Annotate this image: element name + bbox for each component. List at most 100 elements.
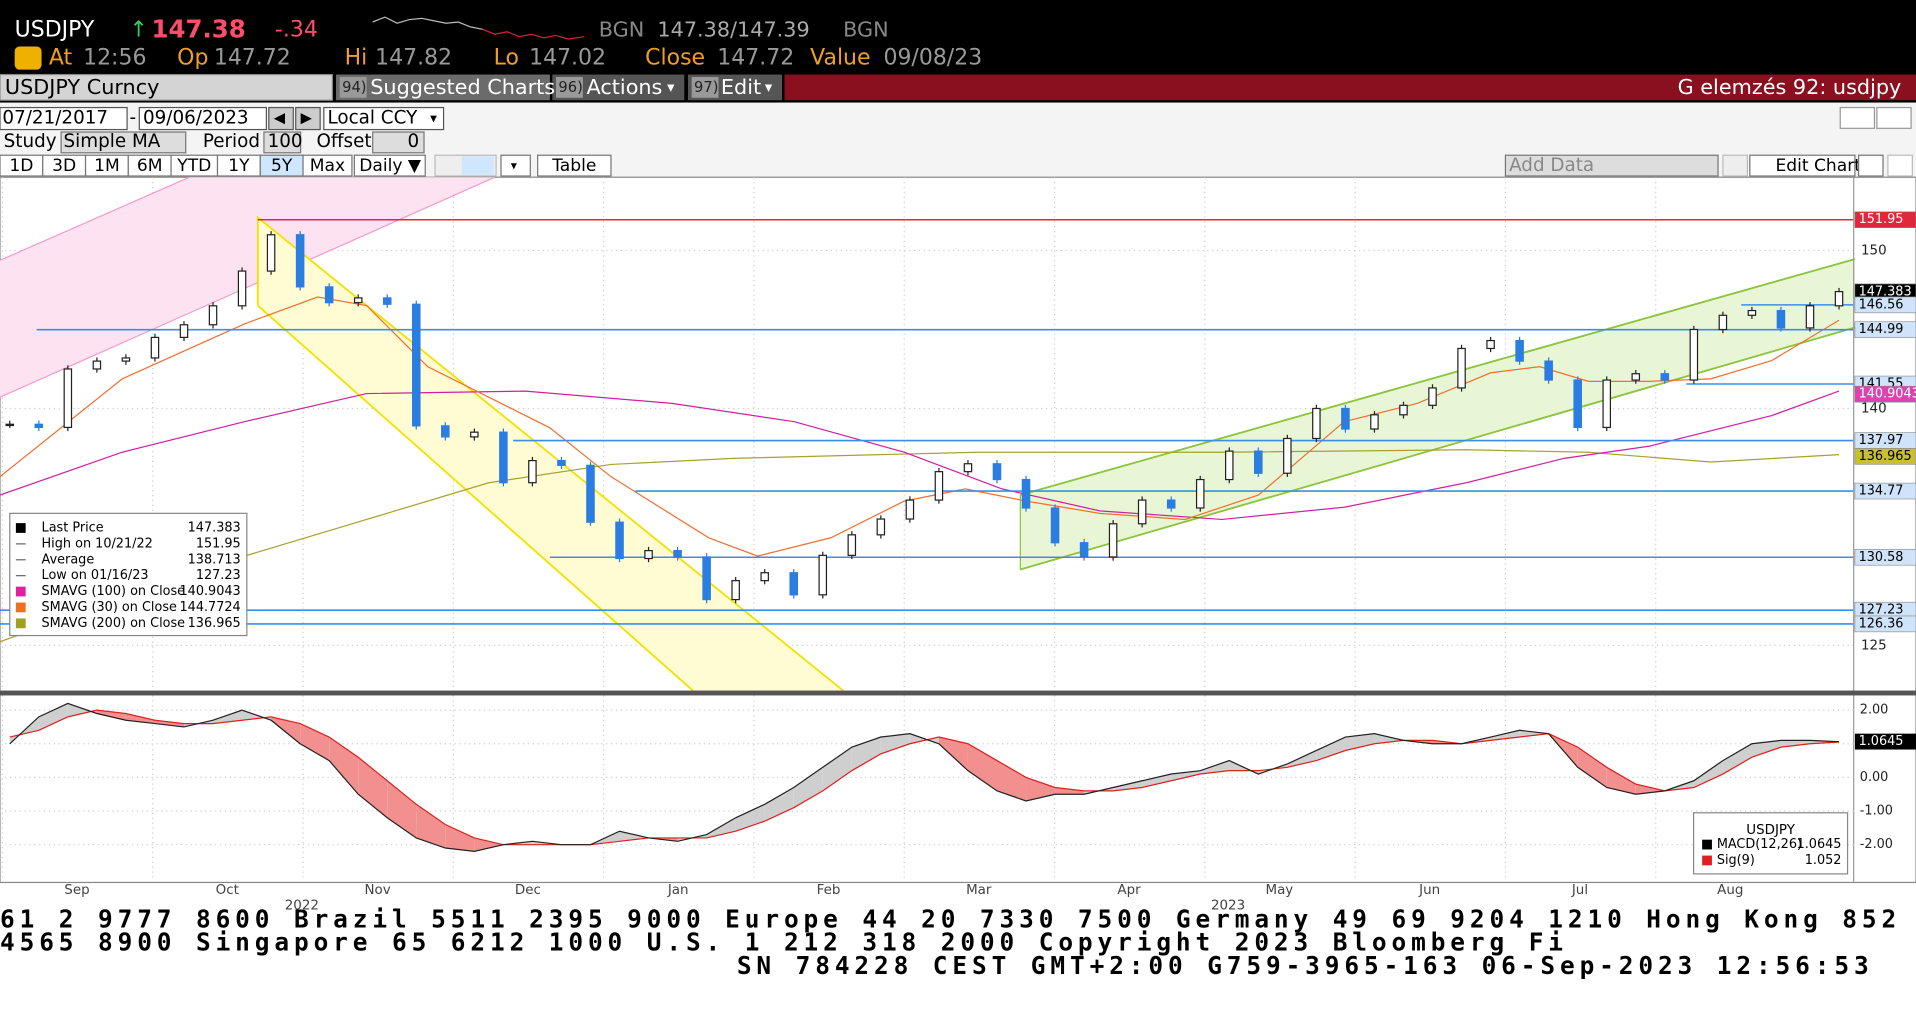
range-button[interactable] (302, 154, 353, 177)
period-box[interactable] (263, 131, 302, 154)
last-label-bg (1854, 733, 1916, 750)
add-data-box[interactable] (1504, 154, 1719, 177)
tick-arrow: ↑ (130, 18, 148, 43)
macd-fill (851, 737, 881, 771)
frequency-box[interactable] (353, 154, 426, 177)
candle (1631, 373, 1641, 381)
menu-button[interactable] (336, 74, 550, 101)
icon-button[interactable] (1857, 154, 1884, 177)
macd-fill (1519, 730, 1549, 738)
month-label: Jun (1418, 883, 1440, 898)
sparkline (482, 28, 585, 40)
range-label: 3D (52, 156, 76, 176)
chart-type-dropdown[interactable] (500, 154, 531, 177)
legend-swatch (15, 586, 26, 597)
menu-label: Edit (721, 75, 761, 99)
candle (411, 303, 421, 427)
legend-box (9, 512, 248, 637)
candle (1544, 360, 1553, 381)
security-box[interactable] (0, 73, 333, 101)
candle (644, 550, 653, 560)
redo-button[interactable] (1876, 106, 1912, 129)
settings-button[interactable] (1887, 154, 1913, 177)
study-box[interactable] (60, 131, 187, 154)
macd-fill (1606, 767, 1636, 795)
macd-fill (1722, 743, 1752, 775)
nav-icon: ◀ (274, 110, 286, 127)
chart-type-button[interactable] (461, 156, 494, 175)
candle (1341, 407, 1350, 430)
candle (1079, 542, 1089, 558)
macd-fill (996, 760, 1027, 801)
month-label: May (1265, 883, 1293, 898)
y-tick-label: -2.00 (1860, 837, 1893, 852)
level-label: 146.56 (1859, 297, 1904, 312)
year-label: 2022 (285, 899, 319, 914)
edit-chart-button[interactable] (1749, 154, 1856, 177)
nav-forward[interactable] (295, 106, 321, 131)
undo-button[interactable] (1839, 106, 1876, 129)
legend-value: 138.713 (188, 552, 241, 567)
page-title: G elemzés 92: usdjpy (1678, 75, 1902, 99)
footer-line: SN 784228 CEST GMT+2:00 G759-3965-163 06… (737, 951, 1874, 980)
currency-box[interactable] (323, 106, 445, 131)
macd-fill (619, 831, 649, 842)
source: BGN (599, 18, 645, 42)
date-box[interactable] (0, 106, 128, 131)
macd-fill (1055, 787, 1085, 795)
signal-line (9, 709, 1840, 846)
legend-value: 147.383 (188, 520, 241, 535)
legend-label: SMAVG (100) on Close (42, 584, 186, 599)
candle (1602, 379, 1612, 429)
candle (731, 580, 740, 601)
yellow-channel-line (257, 304, 694, 692)
offset-box[interactable] (372, 131, 425, 154)
y-tick-label: 140 (1861, 401, 1887, 416)
y-tick-label: -1.00 (1860, 804, 1893, 819)
alert-icon[interactable] (14, 46, 42, 70)
candle (295, 234, 305, 288)
candle (876, 518, 886, 536)
stat-value: 147.72 (214, 46, 291, 71)
stat-label: At (49, 46, 73, 71)
level-label-bg (1854, 482, 1916, 500)
yellow-channel-line (256, 215, 844, 692)
date-box[interactable] (138, 106, 267, 131)
macd-fill (445, 824, 475, 852)
level-label-bg (1854, 211, 1916, 228)
candle (789, 572, 799, 596)
green-channel-line (1020, 326, 1856, 571)
macd-fill (1693, 760, 1723, 788)
candle (499, 431, 508, 484)
candle (1283, 437, 1292, 474)
candle (702, 556, 711, 601)
candle (1021, 478, 1031, 509)
macd-fill (793, 767, 823, 808)
table-button[interactable] (537, 154, 612, 177)
candle (324, 286, 334, 304)
menu-num: 94) (342, 79, 366, 96)
add-data: Add Data (1509, 155, 1594, 176)
legend-swatch (1702, 839, 1712, 850)
sparkline (372, 16, 483, 30)
macd-fill (1780, 740, 1810, 748)
macd-fill (1316, 737, 1346, 761)
sma30-line (0, 296, 1840, 557)
source: BGN (843, 18, 889, 42)
range-label: YTD (176, 156, 211, 176)
dropdown-arrow: ▾ (765, 79, 773, 96)
candle (1166, 499, 1176, 509)
legend-swatch (15, 618, 26, 629)
menu-num-box (555, 77, 583, 98)
collapse-button[interactable] (1722, 154, 1748, 177)
macd-legend-box (1692, 812, 1849, 875)
nav-back[interactable] (268, 106, 294, 131)
macd-fill (648, 837, 678, 842)
period: 100 (268, 131, 303, 152)
legend-label: Sig(9) (1717, 853, 1755, 868)
candle (121, 357, 131, 362)
month-label: Sep (64, 883, 89, 898)
start-date: 07/21/2017 (2, 108, 108, 129)
candle (1224, 450, 1234, 481)
